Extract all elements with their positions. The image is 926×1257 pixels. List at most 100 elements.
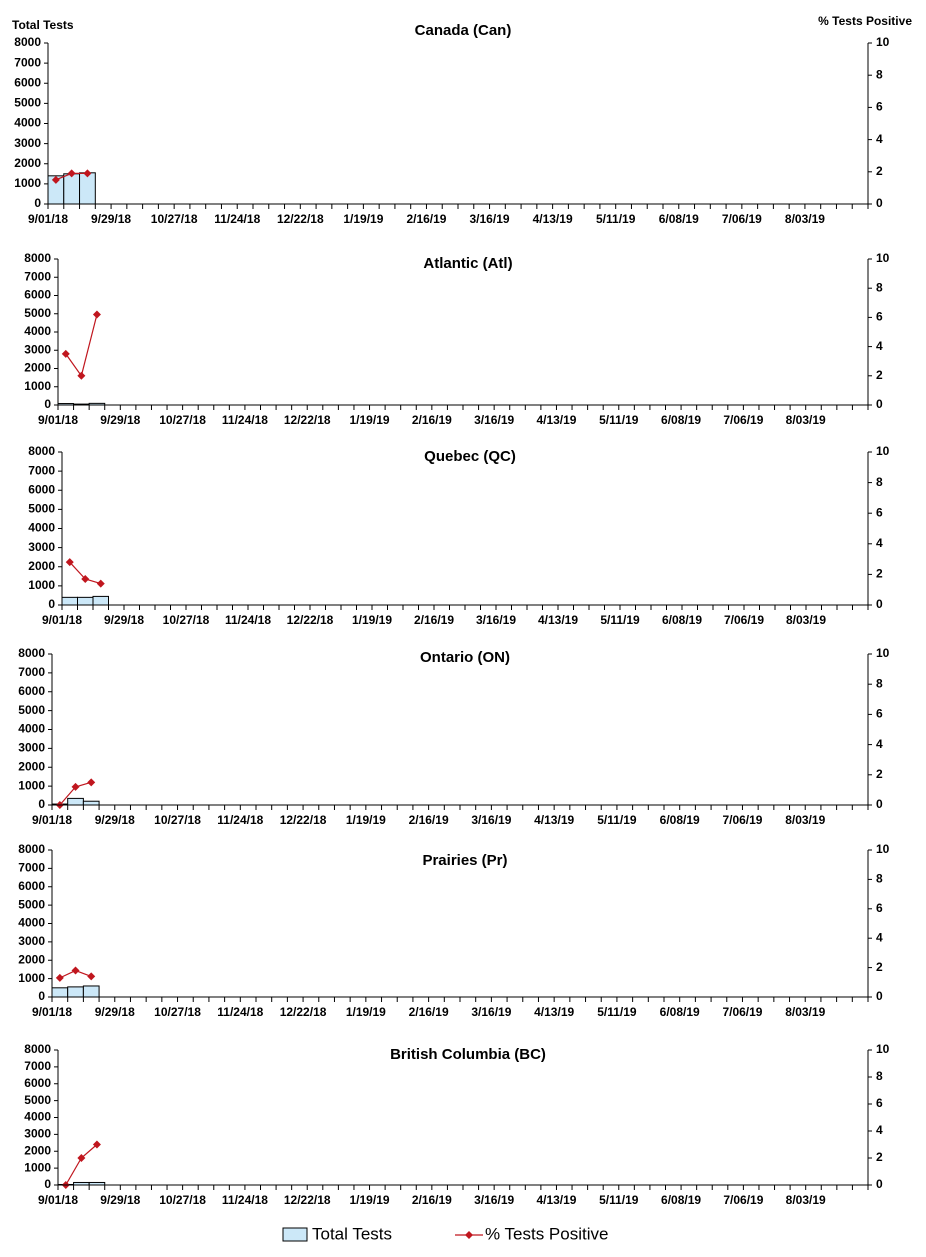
x-tick-label: 9/29/18 [100,413,140,427]
x-tick-label: 8/03/19 [785,1005,825,1019]
chart-title: British Columbia (BC) [390,1046,546,1063]
y2-tick-label: 0 [876,797,883,811]
bar [82,800,100,806]
x-tick-label: 9/29/18 [104,613,144,627]
y-tick-label: 1000 [14,176,41,190]
x-tick-label: 7/06/19 [723,413,763,427]
y2-tick-label: 6 [876,707,883,721]
y2-tick-label: 2 [876,767,883,781]
line-series [65,1144,98,1186]
line-series [65,314,98,378]
x-tick-label: 5/11/19 [599,1193,639,1207]
x-tick-label: 1/19/19 [350,1193,390,1207]
legend-label: % Tests Positive [485,1224,608,1243]
x-tick-label: 12/22/18 [280,1005,327,1019]
y-tick-label: 6000 [14,75,41,89]
y2-tick-label: 2 [876,164,883,178]
x-tick-label: 5/11/19 [599,413,639,427]
x-tick-label: 10/27/18 [163,613,210,627]
y-tick-label: 2000 [14,156,41,170]
x-tick-label: 4/13/19 [538,613,578,627]
y2-tick-label: 2 [876,1150,883,1164]
x-tick-label: 10/27/18 [159,413,206,427]
x-tick-label: 12/22/18 [277,212,324,226]
y-tick-label: 6000 [18,684,45,698]
x-tick-label: 6/08/19 [661,1193,701,1207]
x-tick-label: 4/13/19 [536,1193,576,1207]
line-marker [77,371,86,380]
x-tick-label: 11/24/18 [214,212,260,226]
x-tick-label: 6/08/19 [661,413,701,427]
x-tick-label: 10/27/18 [159,1193,206,1207]
y-tick-label: 6000 [24,1076,51,1090]
y-tick-label: 1000 [24,379,51,393]
x-tick-label: 6/08/19 [662,613,702,627]
y-tick-label: 8000 [14,35,41,49]
x-tick-label: 8/03/19 [786,413,826,427]
chart-title: Canada (Can) [415,22,512,39]
y-tick-label: 0 [44,397,51,411]
y-tick-label: 1000 [28,578,55,592]
y-tick-label: 6000 [24,288,51,302]
legend-swatch [282,1227,308,1242]
x-tick-label: 2/16/19 [412,413,452,427]
chart-title: Atlantic (Atl) [423,255,512,272]
y-tick-label: 5000 [28,502,55,516]
x-tick-label: 4/13/19 [534,1005,574,1019]
line-marker [92,310,101,319]
y-tick-label: 3000 [28,540,55,554]
x-tick-label: 8/03/19 [785,212,825,226]
line-marker [83,169,92,178]
line-marker [71,966,80,975]
bar [67,986,84,998]
y2-tick-label: 10 [876,444,890,458]
y2-tick-label: 0 [876,397,883,411]
x-tick-label: 2/16/19 [409,813,449,827]
y-tick-label: 8000 [18,646,45,660]
x-tick-label: 10/27/18 [154,1005,201,1019]
x-tick-label: 10/27/18 [151,212,198,226]
y-tick-label: 7000 [24,269,51,283]
x-tick-label: 1/19/19 [346,813,386,827]
y-tick-label: 7000 [18,861,45,875]
x-tick-label: 1/19/19 [343,212,383,226]
y2-tick-label: 2 [876,567,883,581]
y2-tick-label: 6 [876,310,883,324]
line-marker [77,1154,86,1162]
bar [92,595,109,606]
x-tick-label: 11/24/18 [217,1005,263,1019]
x-tick-label: 8/03/19 [785,813,825,827]
x-tick-label: 1/19/19 [350,413,390,427]
line-marker [71,782,80,791]
x-tick-label: 5/11/19 [597,1005,637,1019]
x-tick-label: 3/16/19 [470,212,510,226]
y-tick-label: 6000 [18,879,45,893]
y2-tick-label: 4 [876,737,883,751]
y2-tick-label: 4 [876,132,883,146]
chart-title: Quebec (QC) [424,448,516,465]
y2-tick-label: 8 [876,676,883,690]
y2-tick-label: 10 [876,646,890,660]
x-tick-label: 9/29/18 [91,212,131,226]
x-tick-label: 3/16/19 [476,613,516,627]
y2-axis-label: % Tests Positive [818,14,912,28]
x-tick-label: 3/16/19 [474,1193,514,1207]
y2-tick-label: 4 [876,536,883,550]
y-tick-label: 8000 [28,444,55,458]
y2-tick-label: 8 [876,872,883,886]
y-tick-label: 1000 [18,971,45,985]
x-tick-label: 6/08/19 [660,1005,700,1019]
x-tick-label: 6/08/19 [660,813,700,827]
legend-label: Total Tests [312,1224,392,1243]
y-tick-label: 8000 [24,251,51,265]
y2-tick-label: 6 [876,1096,883,1110]
x-tick-label: 3/16/19 [471,813,511,827]
y2-tick-label: 4 [876,339,883,353]
x-tick-label: 8/03/19 [786,1193,826,1207]
y-tick-label: 3000 [24,342,51,356]
y-tick-label: 4000 [18,722,45,736]
x-tick-label: 5/11/19 [600,613,640,627]
line-marker [81,574,90,583]
x-tick-label: 11/24/18 [217,813,263,827]
